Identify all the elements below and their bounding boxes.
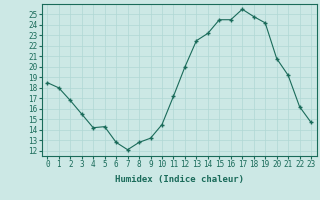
X-axis label: Humidex (Indice chaleur): Humidex (Indice chaleur) bbox=[115, 175, 244, 184]
